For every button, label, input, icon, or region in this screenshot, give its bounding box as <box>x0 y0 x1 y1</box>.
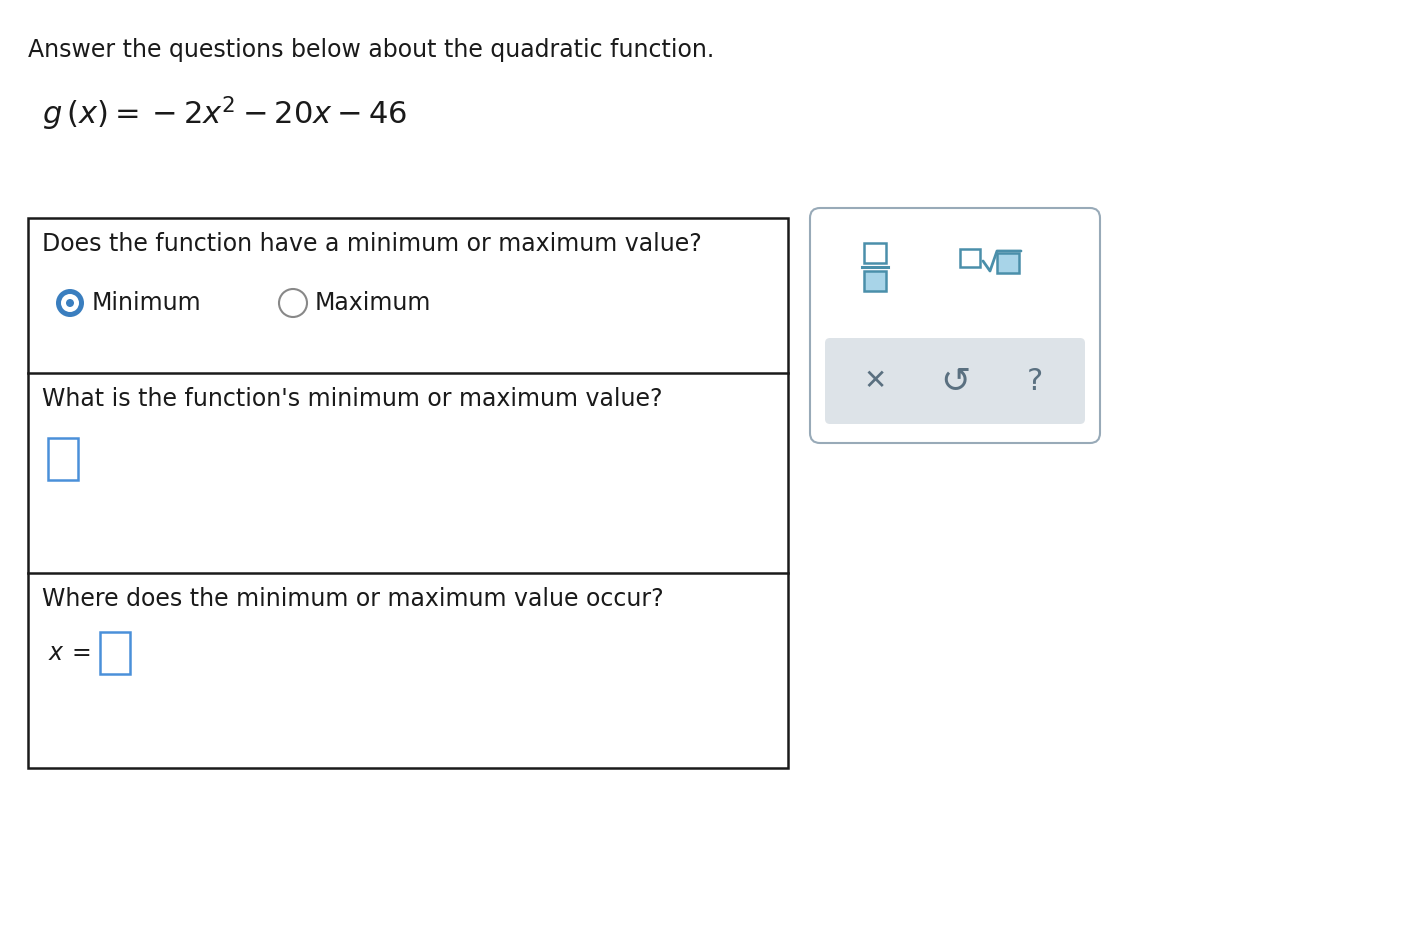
Text: ?: ? <box>1027 366 1044 396</box>
Text: Maximum: Maximum <box>315 291 432 315</box>
Circle shape <box>66 299 74 307</box>
Text: What is the function's minimum or maximum value?: What is the function's minimum or maximu… <box>41 387 663 411</box>
Text: Minimum: Minimum <box>93 291 201 315</box>
FancyBboxPatch shape <box>960 249 980 267</box>
Text: Answer the questions below about the quadratic function.: Answer the questions below about the qua… <box>29 38 714 62</box>
FancyBboxPatch shape <box>864 243 886 263</box>
FancyBboxPatch shape <box>29 218 789 768</box>
Text: Where does the minimum or maximum value occur?: Where does the minimum or maximum value … <box>41 587 663 611</box>
FancyBboxPatch shape <box>810 208 1099 443</box>
Circle shape <box>61 294 78 312</box>
FancyBboxPatch shape <box>100 632 130 674</box>
FancyBboxPatch shape <box>864 271 886 291</box>
FancyBboxPatch shape <box>997 253 1020 273</box>
FancyBboxPatch shape <box>48 438 78 480</box>
Text: ↺: ↺ <box>940 364 970 398</box>
Circle shape <box>279 289 307 317</box>
FancyBboxPatch shape <box>826 338 1085 424</box>
Text: ✕: ✕ <box>863 367 887 395</box>
Circle shape <box>56 289 84 317</box>
Text: $x\,=$: $x\,=$ <box>48 641 90 665</box>
Text: Does the function have a minimum or maximum value?: Does the function have a minimum or maxi… <box>41 232 702 256</box>
Text: $g\,(x)=-2x^2-20x-46$: $g\,(x)=-2x^2-20x-46$ <box>41 95 406 133</box>
